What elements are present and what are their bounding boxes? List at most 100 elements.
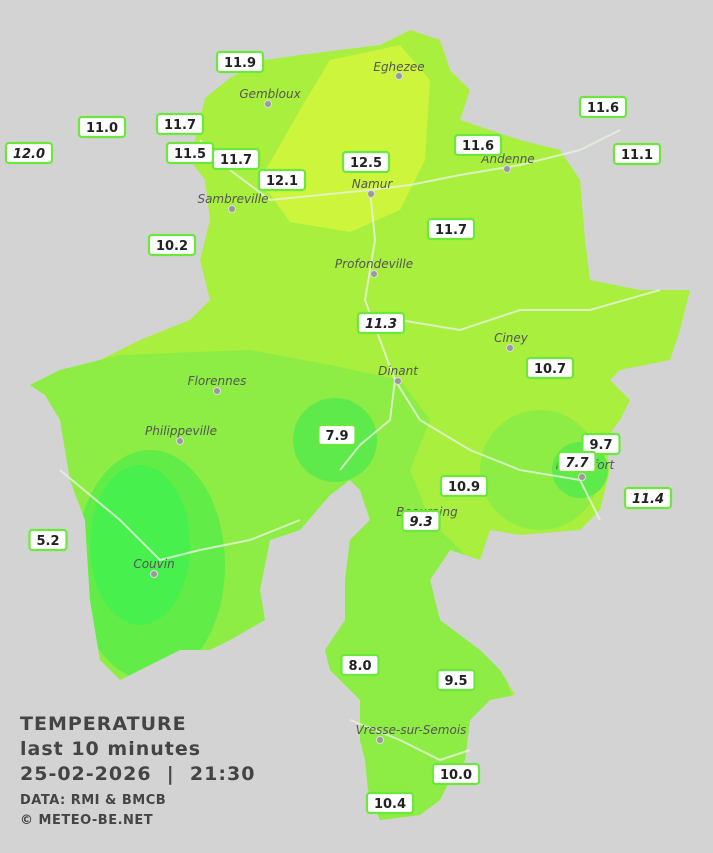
station-label: 11.4 — [632, 492, 664, 507]
town-dot — [150, 570, 158, 578]
station-label: 9.7 — [589, 438, 612, 453]
town-dot — [506, 344, 514, 352]
town-dot — [367, 190, 375, 198]
station: 11.7 — [155, 112, 205, 136]
town-dot — [370, 270, 378, 278]
town-dot — [228, 205, 236, 213]
station: 9.3 — [401, 509, 441, 533]
station-label: 11.9 — [224, 56, 256, 71]
station-label: 11.3 — [365, 317, 397, 332]
station-label: 8.0 — [348, 659, 371, 674]
station: 10.0 — [431, 762, 481, 786]
station-box — [557, 450, 597, 474]
town-dot — [213, 387, 221, 395]
station-box — [578, 95, 628, 119]
town-name: Couvin — [133, 557, 174, 571]
station: 10.7 — [525, 356, 575, 380]
station: 7.9 — [317, 423, 357, 447]
town-dot — [578, 473, 586, 481]
station-box — [439, 474, 489, 498]
station-label: 10.7 — [534, 362, 566, 377]
town-name: Sambreville — [197, 192, 268, 206]
rivers — [59, 129, 661, 762]
stations: 11.9 11.0 11.7 12.0 11.5 11.7 12.1 12.5 11.6 11.6… — [4, 50, 673, 815]
station: 12.5 — [341, 150, 391, 174]
station-label: 10.0 — [440, 768, 472, 783]
station: 12.1 — [257, 168, 307, 192]
station: 7.7 — [557, 450, 597, 474]
station-box — [623, 486, 673, 510]
town-name: Eghezee — [373, 60, 424, 74]
legend-source: DATA: RMI & BMCB — [20, 793, 166, 808]
station-label: 12.5 — [350, 156, 382, 171]
station: 11.3 — [356, 311, 406, 335]
station-box — [215, 50, 265, 74]
legend-period: last 10 minutes — [20, 738, 201, 760]
legend-title: TEMPERATURE — [20, 713, 187, 735]
station-box — [340, 653, 380, 677]
station-label: 5.2 — [36, 534, 59, 549]
station: 11.1 — [612, 142, 662, 166]
station: 10.9 — [439, 474, 489, 498]
station-box — [365, 791, 415, 815]
station-box — [77, 115, 127, 139]
station-box — [28, 528, 68, 552]
station-box — [211, 147, 261, 171]
station-box — [525, 356, 575, 380]
station-box — [436, 668, 476, 692]
town-dot — [394, 377, 402, 385]
station: 9.7 — [581, 432, 621, 456]
town-dot — [503, 165, 511, 173]
station-box — [257, 168, 307, 192]
station-box — [612, 142, 662, 166]
town-name: Gembloux — [239, 87, 301, 101]
station-label: 10.2 — [156, 239, 188, 254]
station: 11.7 — [426, 217, 476, 241]
town-name: Namur — [352, 177, 394, 191]
station: 8.0 — [340, 653, 380, 677]
station-label: 11.0 — [86, 121, 118, 136]
station-box — [4, 141, 54, 165]
station: 11.6 — [578, 95, 628, 119]
station-label: 11.6 — [462, 139, 494, 154]
station-box — [147, 233, 197, 257]
station-label: 11.5 — [174, 147, 206, 162]
town-dot — [376, 736, 384, 744]
station: 10.4 — [365, 791, 415, 815]
station: 5.2 — [28, 528, 68, 552]
station-box — [453, 133, 503, 157]
town-name: Vresse-sur-Semois — [356, 723, 467, 737]
station-box — [581, 432, 621, 456]
station-label: 9.3 — [409, 515, 432, 530]
station: 11.4 — [623, 486, 673, 510]
station-box — [155, 112, 205, 136]
station-box — [401, 509, 441, 533]
station: 10.2 — [147, 233, 197, 257]
station-label: 12.1 — [266, 174, 298, 189]
town-name: Philippeville — [145, 424, 217, 438]
station-label: 10.9 — [448, 480, 480, 495]
legend-timestamp: 25-02-2026 | 21:30 — [20, 763, 255, 785]
station-label: 9.5 — [444, 674, 467, 689]
station-label: 7.9 — [325, 429, 348, 444]
station-label: 11.6 — [587, 101, 619, 116]
station-box — [431, 762, 481, 786]
town-name: Profondeville — [335, 257, 413, 271]
legend-copyright: © METEO-BE.NET — [20, 813, 153, 828]
station-box — [317, 423, 357, 447]
station: 9.5 — [436, 668, 476, 692]
station: 11.5 — [165, 141, 215, 165]
station: 12.0 — [4, 141, 54, 165]
town-dot — [264, 100, 272, 108]
station: 11.0 — [77, 115, 127, 139]
station-label: 12.0 — [13, 147, 45, 162]
station-label: 10.4 — [374, 797, 406, 812]
town-dot — [176, 437, 184, 445]
legend: TEMPERATURE last 10 minutes 25-02-2026 |… — [20, 713, 255, 828]
station-label: 11.7 — [220, 153, 252, 168]
station-label: 11.7 — [164, 118, 196, 133]
town-name: Ciney — [494, 331, 529, 345]
town-dot — [395, 72, 403, 80]
